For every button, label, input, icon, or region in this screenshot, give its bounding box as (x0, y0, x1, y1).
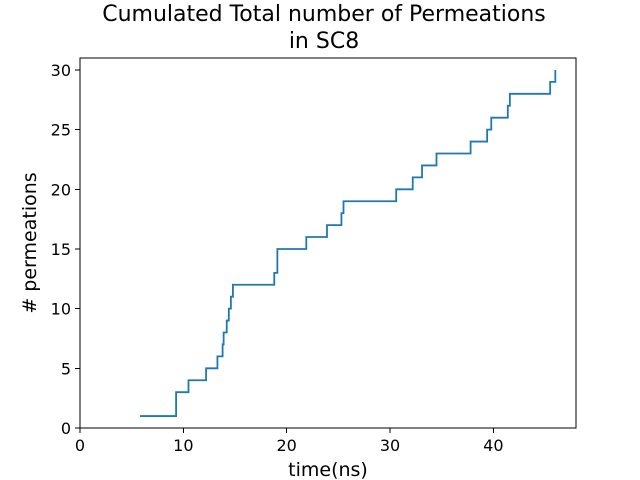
x-axis-label: time(ns) (288, 459, 368, 480)
plot-series (139, 69, 557, 417)
y-tick-label: 10 (51, 300, 71, 319)
plot-frame (79, 57, 577, 429)
y-tick-label: 30 (51, 61, 71, 80)
y-axis-ticks: 0 5 10 15 20 25 30 (51, 61, 80, 438)
y-tick-label: 5 (61, 359, 71, 378)
x-axis-ticks: 0 10 20 30 40 (75, 428, 504, 455)
y-tick-label: 20 (51, 180, 71, 199)
x-tick-label: 40 (483, 436, 503, 455)
chart-title-line-2: in SC8 (289, 29, 359, 54)
x-tick-label: 0 (75, 436, 85, 455)
y-tick-label: 15 (51, 240, 71, 259)
y-axis-label: # permeations (19, 172, 41, 313)
x-tick-label: 30 (380, 436, 400, 455)
x-tick-label: 10 (173, 436, 193, 455)
series-line-0 (139, 69, 557, 417)
chart-title-line-1: Cumulated Total number of Permeations (102, 2, 546, 27)
x-tick-label: 20 (276, 436, 296, 455)
y-tick-label: 0 (61, 419, 71, 438)
y-tick-label: 25 (51, 121, 71, 140)
